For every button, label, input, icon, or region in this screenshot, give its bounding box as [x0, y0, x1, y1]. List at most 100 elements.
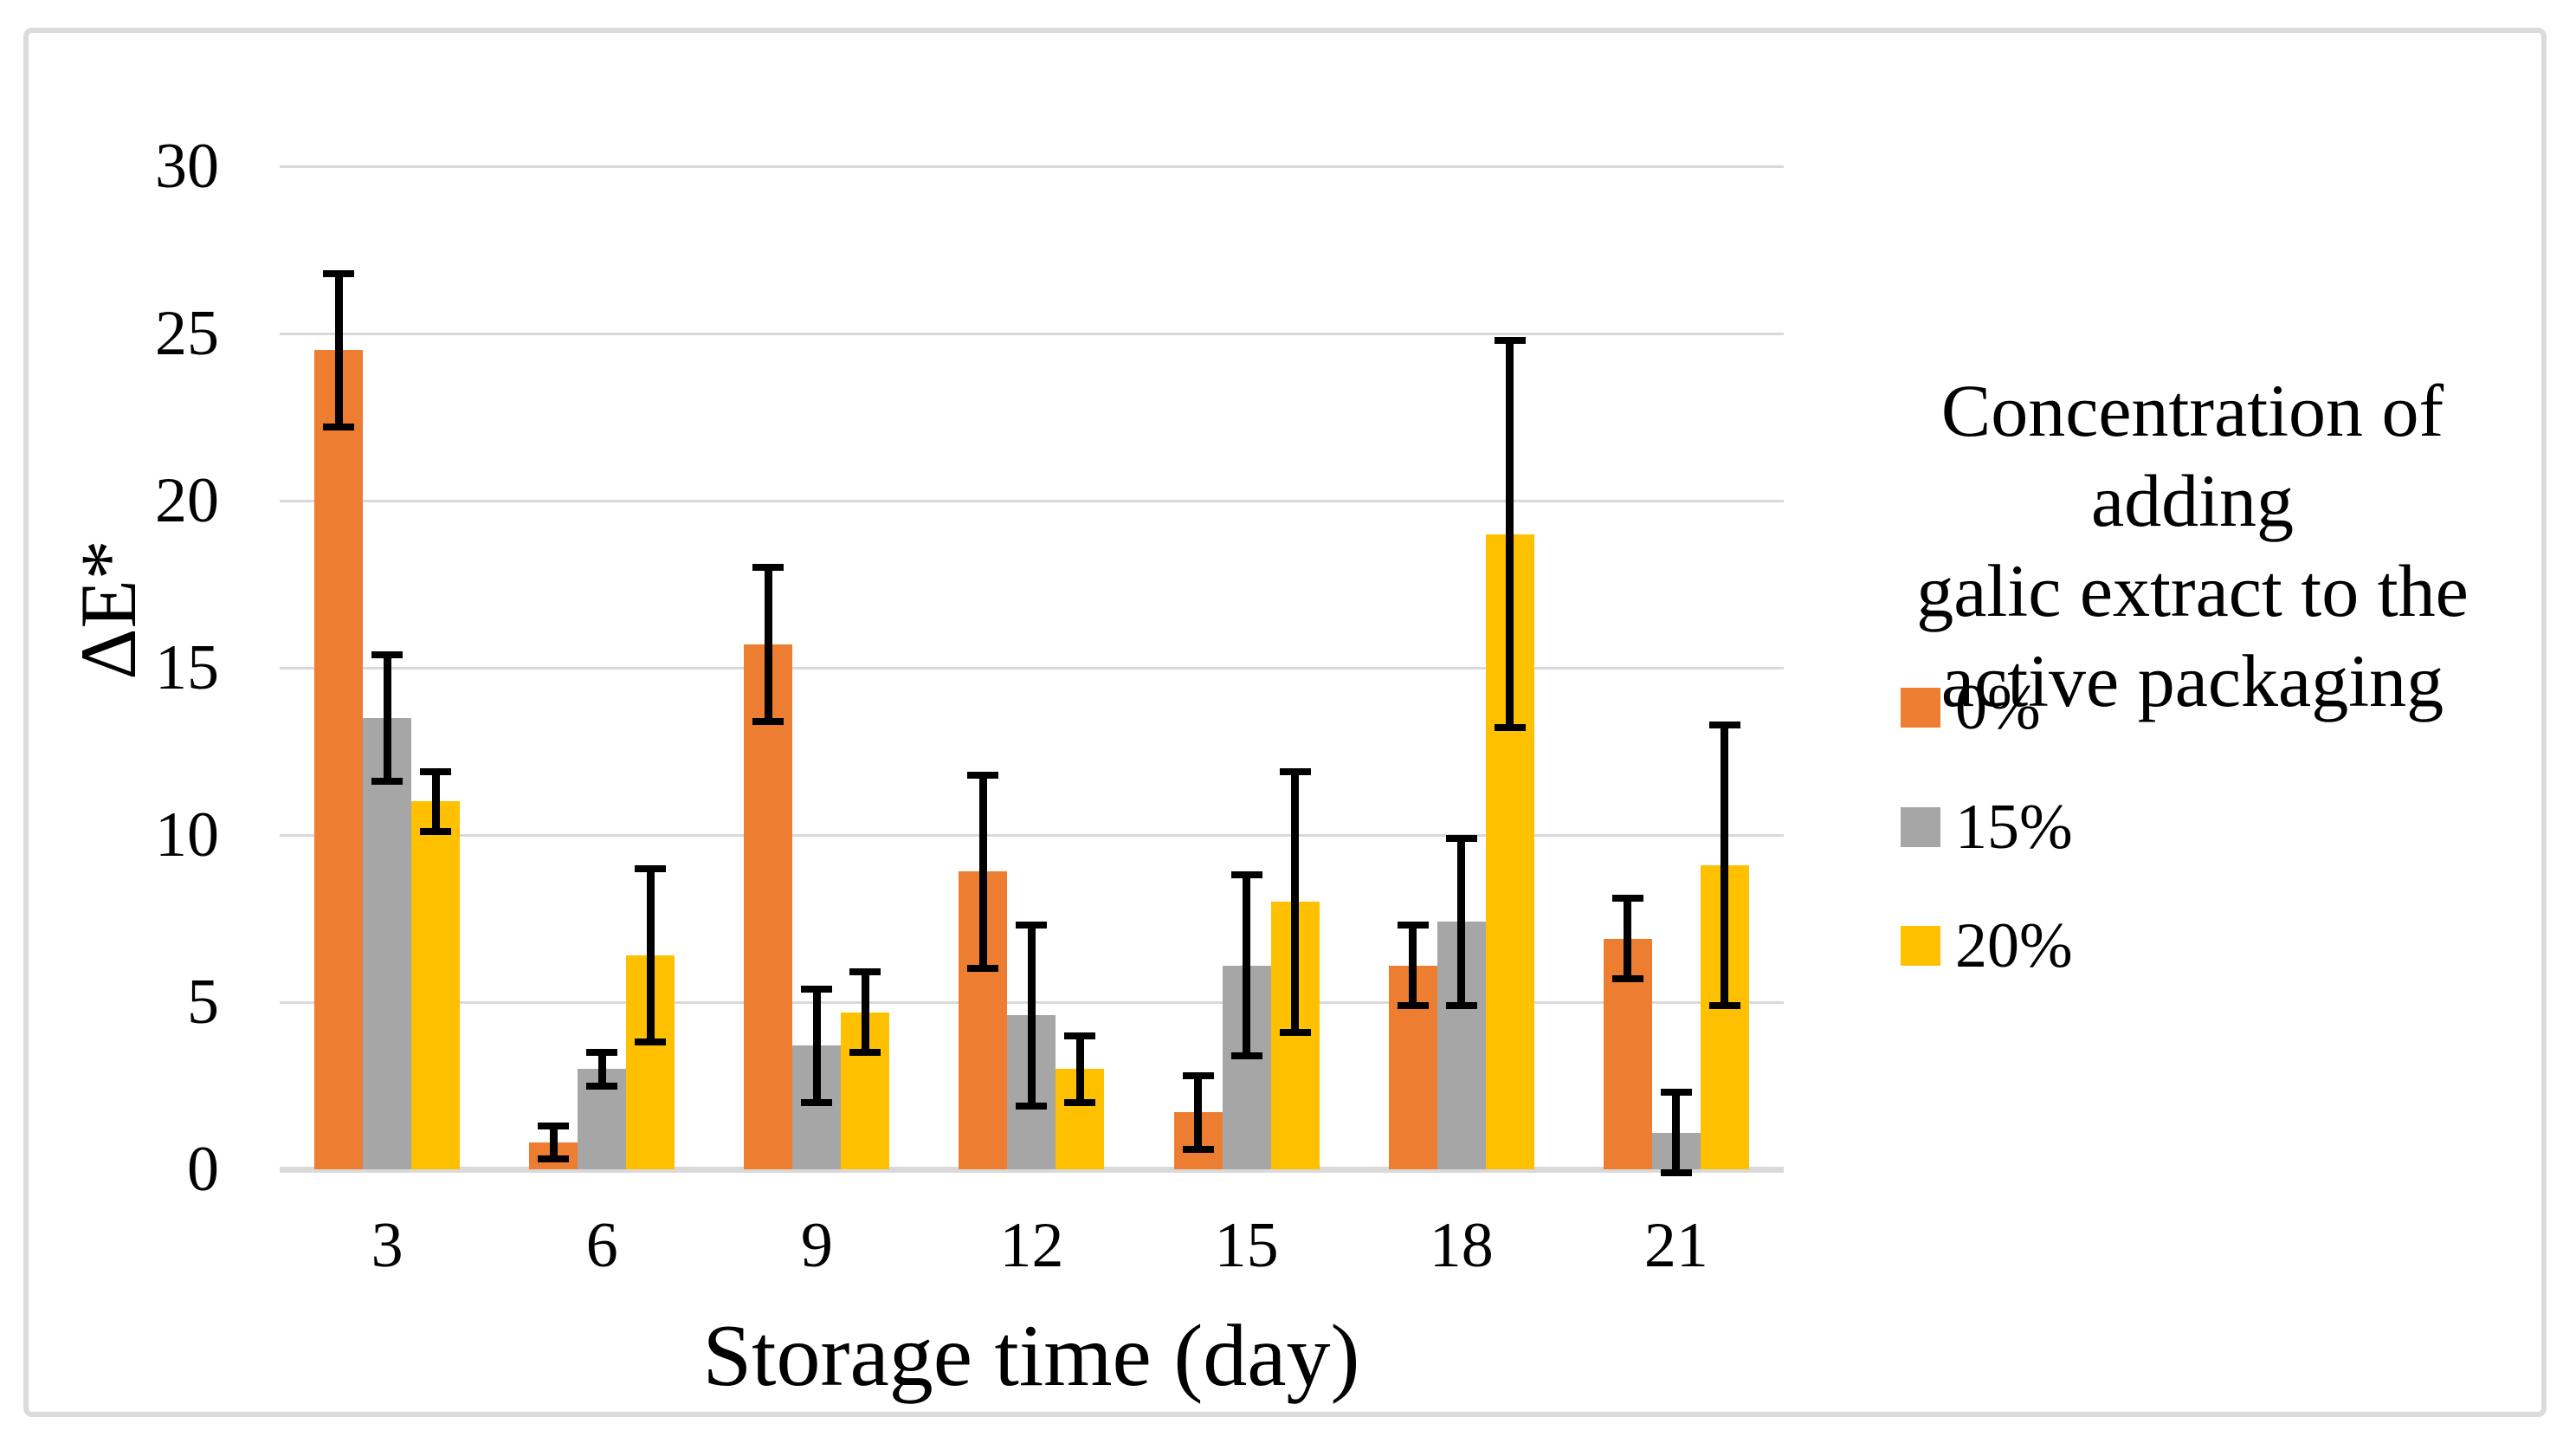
- bar-group-day-3: [280, 166, 494, 1169]
- x-tick-label-3: 3: [371, 1210, 404, 1281]
- error-bar-line: [764, 567, 772, 722]
- x-tick-label-6: 6: [585, 1210, 618, 1281]
- error-bar-bottom-cap: [538, 1155, 570, 1163]
- y-tick-label-10: 10: [155, 799, 219, 870]
- error-bar-top-cap: [1611, 895, 1643, 903]
- x-axis-title: Storage time (day): [702, 1307, 1360, 1405]
- error-bar-line: [383, 654, 391, 782]
- x-tick-label-21: 21: [1643, 1210, 1708, 1281]
- error-bar-bottom-cap: [1611, 974, 1643, 982]
- error-bar-line: [812, 988, 821, 1103]
- error-bar-line: [1291, 771, 1300, 1032]
- bar-group-day-9: [709, 166, 924, 1169]
- error-bar-bottom-cap: [635, 1039, 667, 1046]
- bar-group-day-12: [924, 166, 1139, 1169]
- y-tick-label-0: 0: [187, 1134, 219, 1205]
- legend-item-20%: 20%: [1901, 910, 2073, 981]
- error-bar-line: [334, 273, 343, 428]
- error-bar-top-cap: [1230, 871, 1262, 879]
- y-tick-label-30: 30: [155, 131, 219, 202]
- bar-0%-day-9: [744, 644, 793, 1169]
- legend-swatch-0%: [1901, 688, 1940, 728]
- error-bar-bottom-cap: [420, 828, 452, 836]
- error-bar-bottom-cap: [586, 1082, 618, 1090]
- error-bar-bottom-cap: [1064, 1098, 1096, 1106]
- error-bar-top-cap: [420, 767, 452, 775]
- y-tick-label-15: 15: [155, 632, 219, 703]
- gridline-25: [280, 332, 1784, 335]
- error-bar-bottom-cap: [967, 965, 999, 973]
- legend-swatch-20%: [1901, 926, 1940, 966]
- error-bar-line: [861, 972, 869, 1052]
- error-bar-top-cap: [967, 771, 999, 779]
- error-bar-line: [1194, 1075, 1203, 1149]
- error-bar-bottom-cap: [849, 1048, 881, 1056]
- bar-15%-day-3: [363, 717, 412, 1169]
- error-bar-top-cap: [801, 985, 833, 993]
- bar-group-day-21: [1569, 166, 1784, 1176]
- error-bar-top-cap: [1279, 767, 1311, 775]
- error-bar-bottom-cap: [371, 778, 404, 786]
- bar-group-day-18: [1354, 166, 1569, 1169]
- error-bar-line: [1075, 1035, 1084, 1103]
- error-bar-bottom-cap: [323, 424, 355, 431]
- error-bar-line: [1624, 898, 1632, 979]
- bar-group-day-6: [494, 166, 709, 1169]
- error-bar-line: [1672, 1092, 1681, 1173]
- legend-label-20%: 20%: [1955, 910, 2073, 981]
- legend-label-15%: 15%: [1955, 791, 2073, 863]
- error-bar-top-cap: [635, 864, 667, 872]
- error-bar-top-cap: [586, 1048, 618, 1056]
- error-bar-line: [597, 1052, 606, 1086]
- error-bar-top-cap: [1182, 1071, 1214, 1079]
- y-tick-label-5: 5: [187, 967, 219, 1038]
- error-bar-line: [1027, 925, 1036, 1106]
- legend-title: Concentration of adding galic extract to…: [1916, 369, 2469, 722]
- legend-label-0%: 0%: [1955, 672, 2041, 743]
- bar-0%-day-3: [314, 350, 364, 1169]
- bar-group-day-15: [1140, 166, 1354, 1169]
- error-bar-top-cap: [1397, 922, 1429, 929]
- bar-20%-day-3: [411, 801, 461, 1169]
- error-bar-bottom-cap: [1279, 1028, 1311, 1036]
- error-bar-top-cap: [752, 564, 784, 572]
- error-bar-bottom-cap: [1230, 1052, 1262, 1059]
- error-bar-bottom-cap: [1660, 1168, 1692, 1176]
- error-bar-bottom-cap: [1708, 1001, 1740, 1009]
- error-bar-line: [549, 1125, 558, 1160]
- gridline-30: [280, 165, 1784, 168]
- error-bar-bottom-cap: [752, 717, 784, 725]
- error-bar-top-cap: [1445, 834, 1477, 842]
- error-bar-top-cap: [849, 968, 881, 976]
- x-tick-label-18: 18: [1429, 1210, 1494, 1281]
- error-bar-line: [646, 868, 655, 1043]
- error-bar-line: [1409, 925, 1417, 1006]
- error-bar-line: [1457, 838, 1466, 1006]
- error-bar-top-cap: [1494, 336, 1526, 344]
- error-bar-line: [1243, 875, 1251, 1056]
- x-tick-label-12: 12: [999, 1210, 1064, 1281]
- error-bar-top-cap: [1660, 1089, 1692, 1097]
- gridline-15: [280, 666, 1784, 670]
- error-bar-bottom-cap: [1397, 1001, 1429, 1009]
- y-tick-label-20: 20: [155, 465, 219, 536]
- error-bar-top-cap: [1708, 721, 1740, 728]
- gridline-0: [280, 1167, 1784, 1173]
- error-bar-bottom-cap: [1182, 1145, 1214, 1153]
- error-bar-line: [1721, 724, 1729, 1006]
- gridline-20: [280, 499, 1784, 502]
- plot-area: [280, 165, 1784, 1176]
- error-bar-line: [1506, 340, 1514, 728]
- gridline-10: [280, 833, 1784, 837]
- legend-swatch-15%: [1901, 806, 1940, 847]
- x-tick-label-9: 9: [800, 1210, 833, 1281]
- error-bar-line: [978, 774, 987, 969]
- error-bar-bottom-cap: [1494, 724, 1526, 732]
- y-tick-label-25: 25: [155, 298, 219, 369]
- error-bar-top-cap: [1064, 1032, 1096, 1039]
- error-bar-bottom-cap: [1445, 1001, 1477, 1009]
- error-bar-bottom-cap: [1016, 1102, 1048, 1110]
- error-bar-top-cap: [538, 1122, 570, 1129]
- error-bar-top-cap: [1016, 922, 1048, 929]
